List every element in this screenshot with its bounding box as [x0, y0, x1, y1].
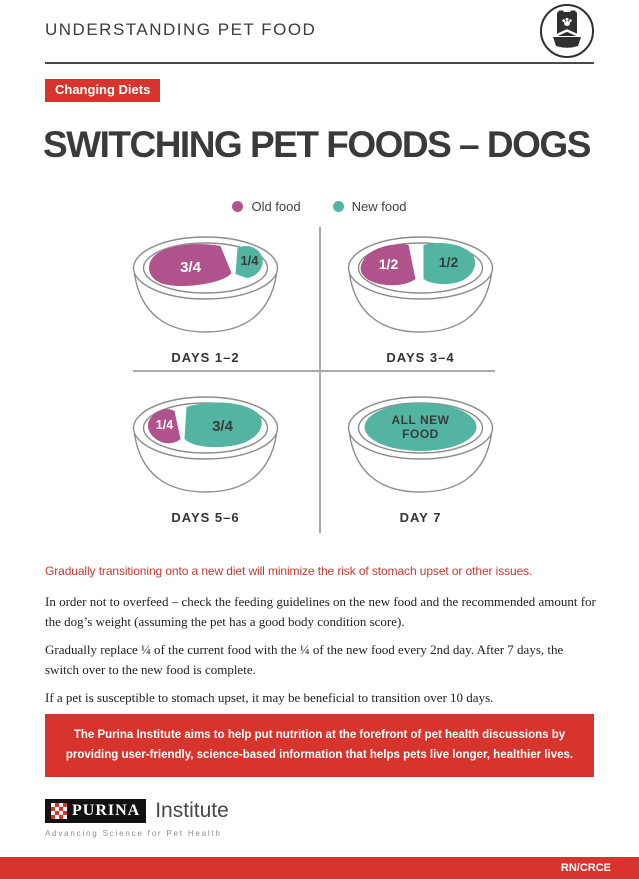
- legend-item-new-food: New food: [332, 199, 407, 214]
- section-badge: Changing Diets: [45, 79, 161, 102]
- paragraph-stomach-upset: If a pet is susceptible to stomach upset…: [45, 690, 494, 705]
- bowl-caption-days-1-2: DAYS 1–2: [171, 350, 240, 365]
- purina-wordmark-box: PURINA: [45, 799, 147, 823]
- new-food-portion: [364, 403, 477, 451]
- body-copy: In order not to overfeed – check the fee…: [45, 592, 597, 717]
- new-food-dot-icon: [332, 201, 344, 212]
- header-divider-line: [45, 62, 594, 64]
- paragraph-overfeed: In order not to overfeed – check the fee…: [45, 594, 596, 629]
- logo-row: PURINA Institute: [45, 799, 229, 823]
- old-food-dot-icon: [232, 201, 244, 212]
- new-food-portion: [235, 246, 263, 278]
- bowl-diagram-days-5-6: 1/4 3/4 DAYS 5–6: [118, 388, 293, 525]
- new-food-portion: [184, 402, 262, 448]
- bowl-caption-day-7: DAY 7: [399, 510, 442, 525]
- bowl-graphic-days-3-4: 1/2 1/2: [347, 236, 494, 333]
- bowl-caption-days-5-6: DAYS 5–6: [171, 510, 240, 525]
- footer-code: RN/CRCE: [560, 862, 611, 874]
- bowl-diagram-day-7: ALL NEW FOOD DAY 7: [333, 388, 508, 525]
- all-new-food-label-line1: ALL NEW: [392, 413, 450, 427]
- pet-food-bag-and-bowl-icon: [540, 4, 594, 58]
- all-new-food-label-line2: FOOD: [402, 427, 439, 441]
- vertical-divider-line: [319, 227, 321, 533]
- purina-institute-callout: The Purina Institute aims to help put nu…: [45, 714, 594, 778]
- bowl-diagram-days-1-2: 3/4 1/4 DAYS 1–2: [118, 228, 293, 365]
- legend-label-old-food: Old food: [251, 199, 301, 214]
- purina-checkerboard-icon: [51, 803, 67, 819]
- bowl-diagram-days-3-4: 1/2 1/2 DAYS 3–4: [333, 228, 508, 365]
- old-fraction-label: 3/4: [180, 259, 202, 276]
- purina-brand-text: PURINA: [72, 802, 141, 819]
- new-fraction-label: 1/2: [439, 254, 459, 270]
- new-fraction-label: 1/4: [240, 253, 259, 268]
- old-food-portion: [148, 244, 232, 287]
- legend: Old food New food: [0, 199, 639, 214]
- bowl-caption-days-3-4: DAYS 3–4: [386, 350, 455, 365]
- institute-text: Institute: [155, 799, 229, 822]
- legend-label-new-food: New food: [351, 199, 407, 214]
- old-fraction-label: 1/2: [379, 256, 399, 272]
- document-header-title: UNDERSTANDING PET FOOD: [45, 20, 317, 39]
- paragraph-replace-quarter: Gradually replace ¼ of the current food …: [45, 642, 564, 677]
- footer-bar: RN/CRCE: [0, 857, 639, 879]
- pet-food-bag-and-bowl-icon-graphic: [553, 10, 581, 48]
- legend-item-old-food: Old food: [232, 199, 301, 214]
- bowl-graphic-day-7: ALL NEW FOOD: [347, 396, 494, 493]
- old-food-portion: [147, 409, 181, 444]
- page-title: SWITCHING PET FOODS – DOGS: [43, 124, 591, 165]
- new-fraction-label: 3/4: [212, 418, 234, 435]
- lead-sentence: Gradually transitioning onto a new diet …: [45, 564, 533, 578]
- bowl-graphic-days-5-6: 1/4 3/4: [132, 396, 279, 493]
- logo-tagline: Advancing Science for Pet Health: [45, 829, 222, 838]
- bowl-graphic-days-1-2: 3/4 1/4: [132, 236, 279, 333]
- purina-institute-logo: PURINA Institute Advancing Science for P…: [45, 799, 229, 838]
- old-food-portion: [360, 244, 416, 286]
- new-food-portion: [423, 243, 476, 285]
- horizontal-divider-line: [133, 370, 495, 372]
- old-fraction-label: 1/4: [156, 418, 173, 432]
